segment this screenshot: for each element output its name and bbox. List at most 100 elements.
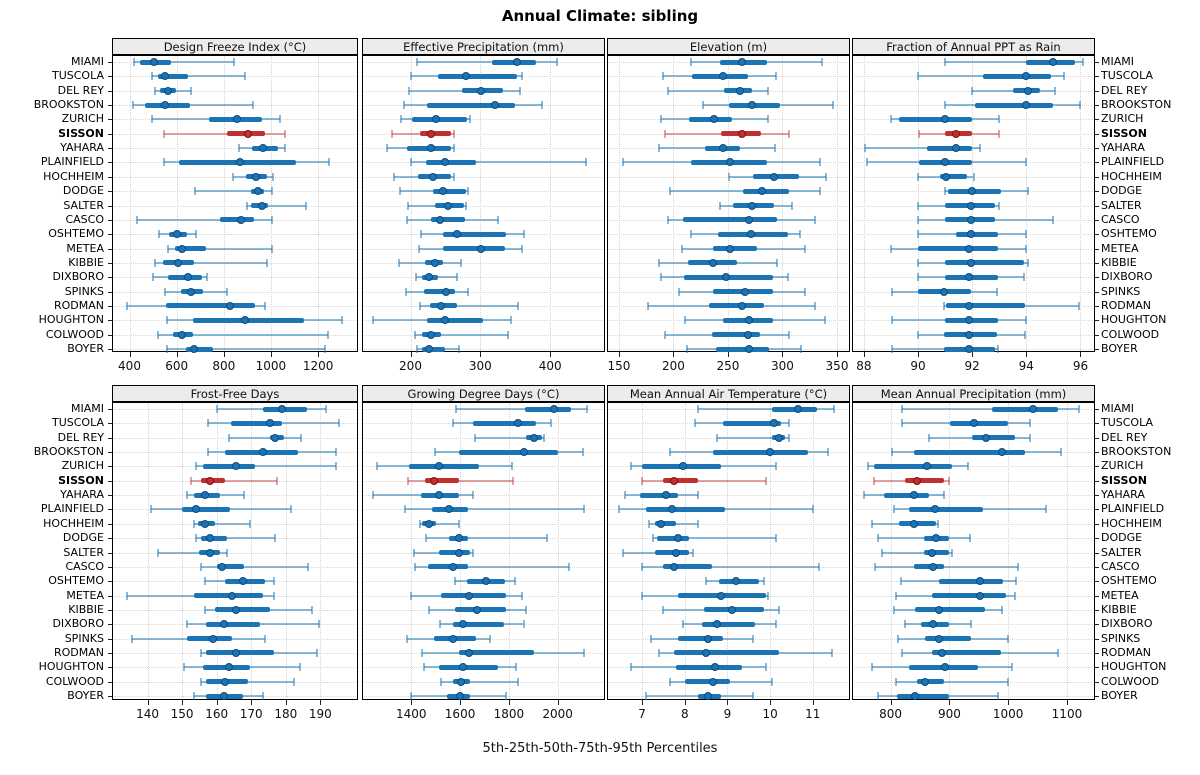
site-label-zurich-left: ZURICH xyxy=(61,112,104,126)
median-dot xyxy=(744,345,753,353)
median-dot xyxy=(163,86,172,95)
whisker-cap-high xyxy=(1013,591,1016,600)
median-dot xyxy=(178,244,187,253)
site-label-tuscola-left: TUSCOLA xyxy=(52,69,104,83)
whisker-cap-high xyxy=(788,419,791,428)
whisker-cap-low xyxy=(166,345,169,353)
whisker-cap-low xyxy=(877,534,880,543)
whisker-cap-high xyxy=(583,648,586,657)
gridline xyxy=(642,403,644,699)
row-tick xyxy=(108,437,112,439)
whisker-cap-high xyxy=(824,316,826,325)
whisker-cap-high xyxy=(998,115,1001,124)
whisker-cap-high xyxy=(460,258,463,267)
whisker-cap-low xyxy=(715,433,718,442)
whisker-cap-high xyxy=(524,605,527,614)
axis-tick xyxy=(129,352,131,357)
site-label-brookston-right: BROOKSTON xyxy=(1101,98,1172,112)
median-dot xyxy=(453,230,462,239)
row-guide xyxy=(114,205,356,207)
row-guide xyxy=(364,349,603,350)
gridline xyxy=(176,56,178,351)
row-guide xyxy=(114,62,356,63)
iqr-bar xyxy=(874,463,952,469)
site-label-rodman-left: RODMAN xyxy=(53,298,104,312)
whisker-cap-low xyxy=(416,345,419,353)
whisker-line xyxy=(247,204,307,207)
whisker-cap-high xyxy=(472,491,475,500)
axis-tick xyxy=(837,352,838,357)
axis-tick xyxy=(147,700,149,705)
whisker-cap-high xyxy=(507,330,510,339)
whisker-cap-high xyxy=(831,101,834,110)
whisker-cap-high xyxy=(998,201,1001,210)
site-label-colwood-left: COLWOOD xyxy=(45,674,104,688)
axis-tick xyxy=(782,352,784,357)
iqr-bar xyxy=(443,246,505,252)
iqr-bar xyxy=(939,174,967,180)
axis-tick-label: 1600 xyxy=(444,707,476,721)
axis-tick-label: 300 xyxy=(771,359,794,373)
site-label-houghton-right: HOUGHTON xyxy=(1101,660,1167,674)
whisker-cap-high xyxy=(752,692,755,700)
axis-tick xyxy=(618,352,620,357)
axis-tick-label: 800 xyxy=(212,359,236,373)
whisker-cap-high xyxy=(798,230,801,239)
whisker-cap-high xyxy=(465,201,468,210)
whisker-cap-low xyxy=(454,577,457,586)
whisker-cap-high xyxy=(248,519,251,528)
whisker-cap-high xyxy=(1053,86,1056,95)
median-dot xyxy=(224,663,233,672)
whisker-cap-low xyxy=(971,86,974,95)
median-dot xyxy=(997,448,1006,457)
whisker-cap-low xyxy=(186,620,189,629)
whisker-line xyxy=(201,680,295,683)
whisker-cap-low xyxy=(894,677,897,686)
median-dot xyxy=(425,273,434,282)
whisker-cap-high xyxy=(315,648,318,657)
whisker-cap-low xyxy=(415,273,418,282)
whisker-cap-low xyxy=(153,258,156,267)
site-label-rodman-right: RODMAN xyxy=(1101,645,1152,659)
whisker-cap-low xyxy=(889,244,892,253)
whisker-cap-high xyxy=(826,448,829,457)
whisker-cap-high xyxy=(265,258,268,267)
row-tick xyxy=(108,162,112,164)
median-dot xyxy=(233,115,241,124)
whisker-cap-high xyxy=(298,663,301,672)
axis-tick-label: 350 xyxy=(825,359,849,373)
whisker-cap-low xyxy=(406,215,408,224)
median-dot xyxy=(444,505,453,514)
whisker-cap-low xyxy=(617,505,620,514)
row-guide xyxy=(364,191,603,193)
median-dot xyxy=(219,620,228,629)
row-tick xyxy=(108,696,112,697)
whisker-cap-low xyxy=(194,462,197,471)
axis-tick-label: 190 xyxy=(308,707,332,721)
whisker-cap-low xyxy=(901,405,904,413)
median-dot xyxy=(429,476,438,485)
median-dot xyxy=(718,72,727,81)
median-dot xyxy=(439,187,448,196)
median-dot xyxy=(941,115,950,124)
whisker-cap-high xyxy=(967,462,970,471)
gridline xyxy=(727,403,729,699)
site-label-dixboro-right: DIXBORO xyxy=(1101,617,1153,631)
median-dot xyxy=(221,677,230,686)
whisker-cap-low xyxy=(193,519,196,528)
whisker-cap-low xyxy=(944,58,947,66)
whisker-cap-high xyxy=(776,258,779,267)
median-dot xyxy=(440,316,449,325)
whisker-cap-high xyxy=(511,462,514,471)
row-tick xyxy=(1095,234,1099,236)
whisker-cap-high xyxy=(1007,634,1010,643)
axis-tick-label: 9 xyxy=(723,707,732,721)
axis-tick xyxy=(410,352,412,357)
site-label-boyer-right: BOYER xyxy=(1101,342,1138,355)
row-guide xyxy=(364,205,603,207)
site-label-zurich-left: ZURICH xyxy=(61,459,104,473)
axis-tick xyxy=(508,700,510,705)
iqr-bar xyxy=(897,693,949,699)
whisker-cap-low xyxy=(182,663,185,672)
whisker-cap-high xyxy=(1023,330,1026,339)
